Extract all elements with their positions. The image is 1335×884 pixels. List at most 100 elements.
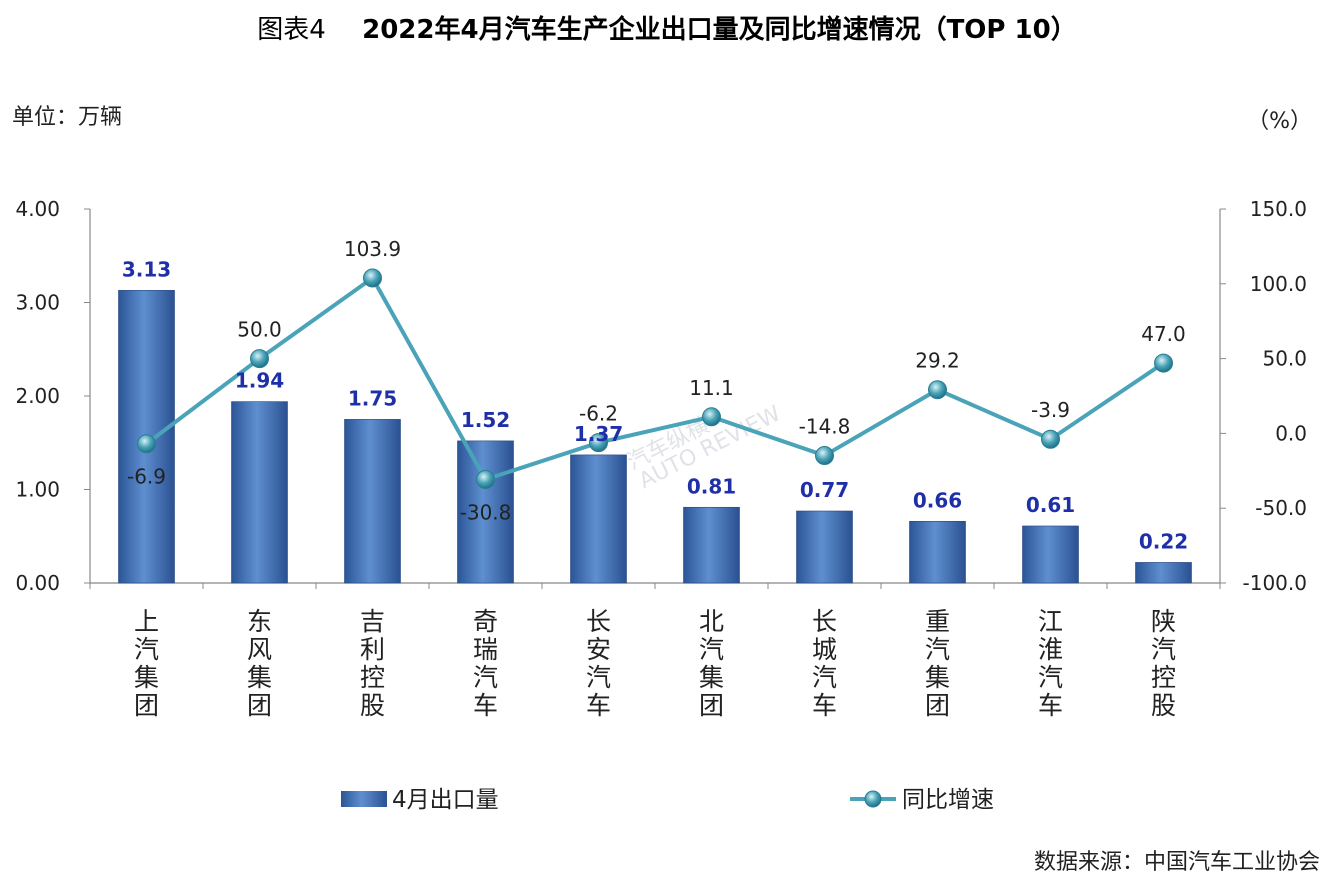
- data-source: 数据来源：中国汽车工业协会: [1034, 850, 1320, 875]
- growth-line-path: [145, 275, 1165, 482]
- data-labels: 3.13 1.94 1.75 1.52 1.37 0.81 0.77 0.66 0.61 0.22…: [122, 237, 1188, 553]
- category-label-char: 利: [360, 635, 385, 664]
- bar-value-label: 0.61: [1026, 493, 1075, 517]
- category-label-char: 汽: [1151, 635, 1176, 664]
- growth-point: [589, 433, 608, 453]
- growth-value-label: 47.0: [1141, 322, 1186, 346]
- growth-value-label: -6.2: [579, 402, 618, 426]
- chart-title-prefix: 图表4: [257, 15, 326, 45]
- left-tick-label: 0.00: [15, 571, 60, 595]
- bars: [118, 290, 1192, 584]
- category-label-char: 北: [699, 607, 724, 636]
- left-tick-label: 1.00: [15, 478, 60, 502]
- category-label-char: 长: [586, 607, 611, 636]
- left-tick-label: 2.00: [15, 384, 60, 408]
- category-label-char: 重: [925, 607, 950, 636]
- category-label-char: 集: [247, 663, 272, 692]
- growth-value-label: 103.9: [344, 237, 401, 261]
- category-label-char: 汽: [925, 635, 950, 664]
- category-label-char: 股: [360, 691, 385, 720]
- category-label-char: 车: [812, 691, 837, 720]
- category-label-char: 江: [1038, 607, 1063, 636]
- category-label-char: 团: [134, 691, 159, 720]
- left-tick-label: 3.00: [15, 291, 60, 315]
- category-label-char: 车: [1038, 691, 1063, 720]
- bar-value-label: 0.81: [687, 474, 736, 498]
- bar-value-label: 1.94: [235, 369, 284, 393]
- category-label-char: 安: [586, 635, 611, 664]
- legend-bar-swatch: [341, 791, 387, 807]
- bar-value-label: 0.22: [1139, 529, 1188, 553]
- growth-point: [1154, 353, 1173, 373]
- category-label-char: 陕: [1151, 607, 1176, 636]
- category-label-char: 团: [699, 691, 724, 720]
- growth-value-label: 50.0: [237, 318, 282, 342]
- growth-value-label: -3.9: [1031, 398, 1070, 422]
- growth-point: [476, 469, 495, 489]
- category-label-char: 团: [247, 691, 272, 720]
- category-label-char: 集: [699, 663, 724, 692]
- category-label-char: 集: [925, 663, 950, 692]
- growth-line: [137, 268, 1173, 489]
- growth-point: [137, 434, 156, 454]
- bar: [457, 440, 514, 584]
- legend-line-marker: [864, 790, 882, 808]
- growth-point: [815, 446, 834, 466]
- growth-value-label: -30.8: [460, 500, 512, 524]
- bar-value-label: 3.13: [122, 257, 171, 281]
- bar-value-label: 1.37: [574, 422, 623, 446]
- category-label-char: 瑞: [473, 635, 498, 664]
- right-tick-label: 50.0: [1262, 347, 1307, 371]
- bar: [1135, 562, 1192, 584]
- growth-point: [1041, 429, 1060, 449]
- legend-line-label: 同比增速: [902, 787, 994, 813]
- category-label-char: 风: [247, 635, 272, 664]
- category-label-char: 汽: [812, 663, 837, 692]
- bar: [570, 454, 627, 584]
- bar-value-label: 0.77: [800, 478, 849, 502]
- bar: [683, 506, 740, 584]
- right-tick-label: 0.0: [1275, 421, 1307, 445]
- growth-value-label: 11.1: [689, 376, 734, 400]
- category-label-char: 车: [473, 691, 498, 720]
- category-label-char: 城: [812, 635, 837, 664]
- category-label-char: 吉: [360, 607, 385, 636]
- bar: [1022, 525, 1079, 584]
- category-label-char: 汽: [586, 663, 611, 692]
- axes: 0.00 1.00 2.00 3.00 4.00 -100.0 -50.0 0.0 50.0 10…: [15, 197, 1307, 595]
- category-label-char: 奇: [473, 607, 498, 636]
- right-tick-label: 100.0: [1250, 272, 1307, 296]
- category-label-char: 长: [812, 607, 837, 636]
- bar: [796, 510, 853, 584]
- category-label-char: 汽: [1038, 663, 1063, 692]
- category-label-char: 汽: [473, 663, 498, 692]
- category-label-char: 车: [586, 691, 611, 720]
- growth-value-label: 29.2: [915, 349, 960, 373]
- right-tick-label: -100.0: [1243, 571, 1307, 595]
- category-label-char: 团: [925, 691, 950, 720]
- category-label-char: 上: [134, 607, 159, 636]
- category-label-char: 股: [1151, 691, 1176, 720]
- bar-value-label: 1.75: [348, 386, 397, 410]
- left-tick-label: 4.00: [15, 197, 60, 221]
- legend-bar-label: 4月出口量: [392, 787, 499, 813]
- right-axis-unit: （%）: [1247, 109, 1312, 134]
- chart-title: 图表4 2022年4月汽车生产企业出口量及同比增速情况（TOP 10）: [257, 14, 1076, 45]
- category-label-char: 控: [1151, 663, 1176, 692]
- category-label-char: 淮: [1038, 635, 1063, 664]
- bar: [909, 520, 966, 584]
- growth-point: [928, 380, 947, 400]
- category-label-char: 汽: [699, 635, 724, 664]
- legend: 4月出口量 同比增速: [341, 787, 994, 813]
- bar-value-label: 1.52: [461, 408, 510, 432]
- growth-point: [250, 349, 269, 369]
- category-label-char: 控: [360, 663, 385, 692]
- bar-value-label: 0.66: [913, 488, 962, 512]
- bar: [231, 401, 288, 584]
- right-tick-label: -50.0: [1255, 496, 1307, 520]
- growth-point: [702, 407, 721, 427]
- right-tick-label: 150.0: [1250, 197, 1307, 221]
- growth-point: [363, 268, 382, 288]
